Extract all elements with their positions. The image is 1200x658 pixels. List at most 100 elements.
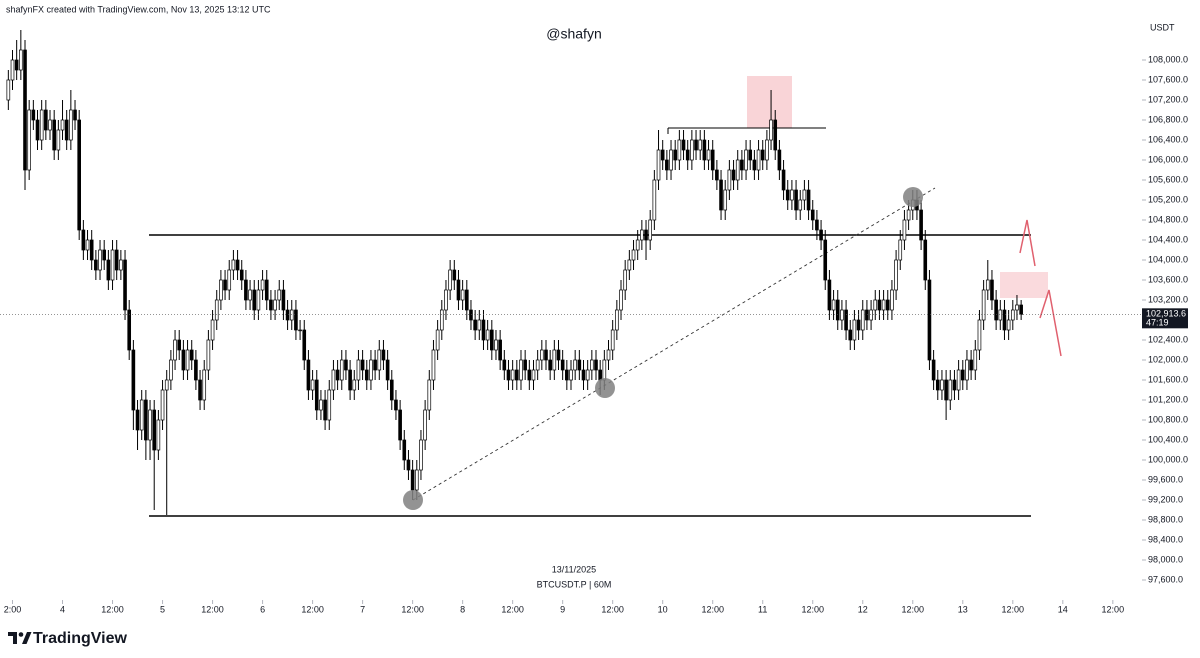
candle-body	[277, 289, 282, 301]
candle-body	[819, 229, 823, 241]
logo-mark	[18, 632, 24, 637]
candle-body	[156, 419, 161, 451]
candle-body	[360, 359, 365, 371]
candle-body	[419, 439, 423, 471]
candle-body	[602, 359, 607, 381]
x-tick-label: 12	[858, 604, 868, 614]
candle-body	[940, 379, 944, 391]
x-tick-label: 11	[758, 604, 767, 614]
candle-body	[502, 359, 507, 371]
y-tick-label: 106,400.0	[1148, 134, 1188, 144]
brand-name: TradingView	[33, 630, 128, 647]
symbol-label: BTCUSDT.P | 60M	[537, 579, 612, 589]
candle-body	[323, 399, 327, 421]
candle-body	[52, 119, 56, 151]
candle-body	[256, 289, 261, 311]
candle-body	[956, 369, 961, 391]
candle-body	[364, 369, 369, 381]
y-tick-label: 104,400.0	[1148, 234, 1188, 244]
candle-body	[848, 329, 853, 341]
candle-body	[598, 369, 602, 381]
candle-body	[794, 189, 798, 211]
x-tick-label: 5	[160, 604, 165, 614]
candle-body	[531, 369, 536, 381]
candle-body	[635, 239, 640, 251]
candle-body	[394, 399, 398, 411]
candle-body	[423, 409, 427, 441]
candle-body	[565, 369, 569, 381]
y-tick-label: 106,800.0	[1148, 114, 1188, 124]
candle-body	[327, 389, 332, 421]
candle-body	[473, 319, 477, 331]
candle-body	[10, 59, 15, 81]
candle-body	[452, 269, 457, 281]
candle-body	[19, 49, 23, 71]
y-tick-label: 102,400.0	[1148, 334, 1188, 344]
candle-body	[335, 369, 340, 381]
candle-body	[189, 349, 194, 361]
candle-body	[344, 359, 348, 371]
candle-body	[27, 109, 31, 171]
candle-body	[556, 349, 561, 361]
candle-body	[348, 369, 352, 391]
candle-body	[444, 289, 448, 311]
supply-zone	[747, 76, 792, 128]
candle-body	[698, 139, 703, 151]
y-tick-label: 101,200.0	[1148, 394, 1188, 404]
candle-body	[135, 409, 140, 431]
y-tick-label: 108,000.0	[1148, 54, 1188, 64]
candle-body	[694, 139, 698, 151]
candle-body	[973, 349, 978, 371]
candle-body	[469, 309, 473, 321]
candle-body	[435, 329, 440, 351]
candle-body	[731, 169, 736, 181]
candle-body	[802, 189, 807, 201]
candle-body	[144, 399, 148, 441]
candle-body	[944, 379, 948, 401]
candle-body	[73, 109, 77, 121]
candle-body	[319, 399, 323, 411]
candle-body	[902, 219, 907, 241]
candle-body	[202, 369, 207, 401]
x-tick-label: 12:00	[801, 604, 824, 614]
candle-body	[735, 159, 740, 181]
candle-body	[535, 359, 540, 371]
candle-body	[844, 309, 848, 331]
candle-body	[31, 109, 36, 121]
candle-body	[865, 309, 869, 321]
candle-body	[594, 359, 598, 371]
candle-body	[494, 339, 498, 351]
candle-body	[952, 379, 957, 391]
candle-body	[523, 359, 527, 371]
candle-body	[785, 189, 790, 201]
candle-body	[173, 339, 177, 361]
candle-body	[252, 289, 257, 311]
y-tick-label: 103,200.0	[1148, 294, 1188, 304]
candle-body	[6, 79, 11, 101]
candle-body	[148, 409, 152, 441]
candle-body	[931, 359, 936, 381]
y-tick-label: 106,000.0	[1148, 154, 1188, 164]
candle-body	[98, 249, 102, 271]
candle-body	[856, 319, 861, 331]
x-tick-label: 12:00	[101, 604, 124, 614]
x-tick-label: 12:00	[301, 604, 324, 614]
arrow	[1019, 219, 1036, 267]
y-tick-label: 97,600.0	[1148, 574, 1183, 584]
x-tick-label: 12:00	[1102, 604, 1125, 614]
candle-body	[289, 309, 294, 321]
axes-layer: 97,600.0 98,000.0 98,400.0 98,800.0 99,200.0…	[0, 54, 1188, 614]
candle-body	[610, 329, 615, 351]
candle-body	[302, 329, 307, 361]
candle-body	[1019, 304, 1023, 315]
candle-body	[227, 269, 232, 291]
candle-body	[481, 319, 486, 341]
candle-body	[673, 149, 678, 161]
candle-body	[14, 59, 19, 71]
candle-body	[890, 289, 894, 311]
candle-body	[798, 199, 803, 211]
candle-body	[985, 279, 990, 291]
x-tick-label: 12:00	[501, 604, 524, 614]
y-tick-label: 99,600.0	[1148, 474, 1183, 484]
